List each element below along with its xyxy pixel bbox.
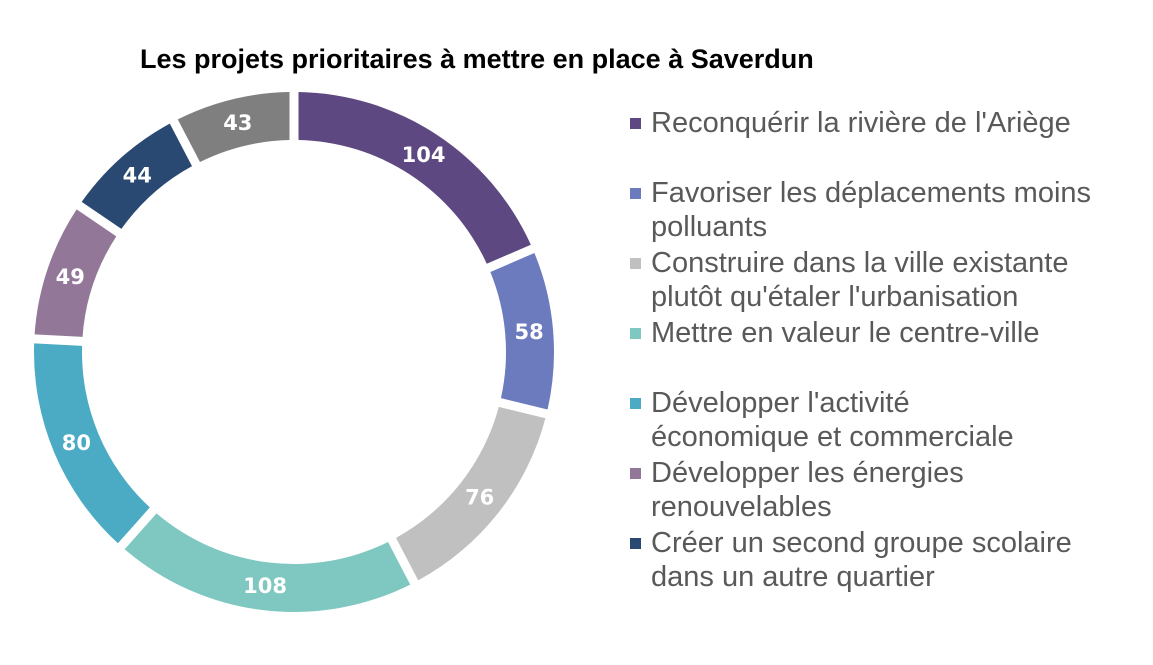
slice-value-label: 43 bbox=[223, 111, 252, 135]
donut-slice bbox=[124, 513, 411, 613]
legend-label: plutôt qu'étaler l'urbanisation bbox=[651, 281, 1019, 313]
slice-value-label: 58 bbox=[515, 320, 544, 344]
legend-swatch bbox=[630, 118, 641, 129]
legend-label: Favoriser les déplacements moins bbox=[651, 177, 1092, 209]
donut-slice bbox=[490, 252, 554, 410]
slice-value-label: 49 bbox=[56, 265, 85, 289]
donut-slice bbox=[298, 92, 531, 264]
legend-swatch bbox=[630, 188, 641, 199]
legend-item: Favoriser les déplacements moins polluant… bbox=[628, 176, 1148, 244]
legend-label: Développer l'activité bbox=[651, 387, 910, 419]
legend-swatch bbox=[630, 258, 641, 269]
legend-item: Développer l'activité économique et comme… bbox=[628, 386, 1148, 454]
legend-item: Reconquérir la rivière de l'Ariège bbox=[628, 106, 1148, 140]
legend-swatch bbox=[630, 328, 641, 339]
chart-title: Les projets prioritaires à mettre en pla… bbox=[140, 44, 814, 74]
legend-label: Reconquérir la rivière de l'Ariège bbox=[651, 107, 1071, 139]
legend-swatch bbox=[630, 538, 641, 549]
legend-swatch bbox=[630, 398, 641, 409]
donut-slice bbox=[33, 343, 150, 544]
legend-label: Mettre en valeur le centre-ville bbox=[651, 317, 1040, 349]
legend-item: Développer les énergies renouvelables bbox=[628, 456, 1148, 524]
legend-label: dans un autre quartier bbox=[651, 561, 935, 593]
donut-slice bbox=[81, 123, 192, 229]
donut-slice bbox=[34, 209, 117, 337]
slice-value-label: 80 bbox=[62, 431, 91, 455]
legend-swatch bbox=[630, 468, 641, 479]
chart-legend: Reconquérir la rivière de l'Ariège Favori… bbox=[628, 106, 1148, 596]
slice-value-label: 108 bbox=[243, 574, 287, 598]
donut-chart: 104 58 76 108 80 49 44 43 bbox=[33, 92, 554, 613]
slice-value-label: 104 bbox=[402, 143, 446, 167]
donut-slice bbox=[177, 92, 290, 162]
legend-label: Développer les énergies bbox=[651, 457, 964, 489]
slice-value-label: 76 bbox=[465, 486, 494, 510]
legend-item: Créer un second groupe scolaire dans un a… bbox=[628, 526, 1148, 594]
legend-label: Construire dans la ville existante bbox=[651, 247, 1069, 279]
donut-slice bbox=[396, 406, 546, 581]
slice-value-label: 44 bbox=[123, 164, 152, 188]
legend-item: Mettre en valeur le centre-ville bbox=[628, 316, 1148, 350]
legend-label: renouvelables bbox=[651, 491, 832, 523]
legend-item: Construire dans la ville existante plutôt… bbox=[628, 246, 1148, 314]
legend-label: polluants bbox=[651, 211, 768, 243]
legend-label: Créer un second groupe scolaire bbox=[651, 527, 1072, 559]
legend-label: économique et commerciale bbox=[651, 421, 1014, 453]
